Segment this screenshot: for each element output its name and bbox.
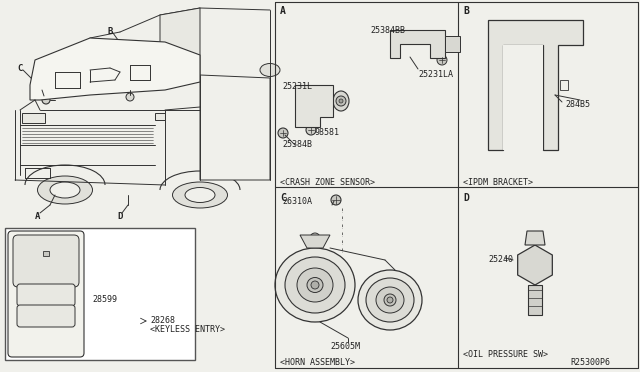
Text: C: C <box>280 193 286 203</box>
Text: D: D <box>463 193 469 203</box>
FancyBboxPatch shape <box>13 235 79 287</box>
Text: <CRASH ZONE SENSOR>: <CRASH ZONE SENSOR> <box>280 178 375 187</box>
Text: 25605M: 25605M <box>330 342 360 351</box>
Polygon shape <box>528 285 542 315</box>
Text: 28599: 28599 <box>92 295 117 304</box>
Polygon shape <box>503 45 543 150</box>
Text: 98581: 98581 <box>315 128 340 137</box>
Text: <KEYLESS ENTRY>: <KEYLESS ENTRY> <box>150 325 225 334</box>
FancyBboxPatch shape <box>8 231 84 357</box>
Circle shape <box>339 99 343 103</box>
Circle shape <box>437 55 447 65</box>
Polygon shape <box>518 245 552 285</box>
Circle shape <box>278 128 288 138</box>
Polygon shape <box>295 85 333 127</box>
Text: 25384BB: 25384BB <box>370 26 405 35</box>
Text: P: P <box>36 312 40 318</box>
Polygon shape <box>160 8 200 82</box>
Text: C: C <box>17 64 22 73</box>
Circle shape <box>41 264 51 274</box>
Text: A: A <box>280 6 286 16</box>
Text: 25231L: 25231L <box>282 82 312 91</box>
Text: 26310A: 26310A <box>282 197 312 206</box>
Text: 25240: 25240 <box>488 255 513 264</box>
Circle shape <box>41 246 51 256</box>
Ellipse shape <box>50 182 80 198</box>
Ellipse shape <box>384 294 396 306</box>
FancyBboxPatch shape <box>17 305 75 327</box>
Text: <IPDM BRACKET>: <IPDM BRACKET> <box>463 178 533 187</box>
Ellipse shape <box>297 268 333 302</box>
Ellipse shape <box>358 270 422 330</box>
Circle shape <box>331 195 341 205</box>
Text: <OIL PRESSURE SW>: <OIL PRESSURE SW> <box>463 350 548 359</box>
Polygon shape <box>200 75 270 180</box>
Ellipse shape <box>107 321 125 329</box>
Text: 25231LA: 25231LA <box>418 70 453 79</box>
Ellipse shape <box>333 91 349 111</box>
Text: 25384B: 25384B <box>282 140 312 149</box>
Polygon shape <box>43 251 49 256</box>
Polygon shape <box>390 30 445 58</box>
Circle shape <box>306 125 316 135</box>
Ellipse shape <box>260 64 280 77</box>
FancyBboxPatch shape <box>17 284 75 306</box>
Text: 28268: 28268 <box>150 316 175 325</box>
Polygon shape <box>155 113 165 120</box>
Ellipse shape <box>285 257 345 313</box>
Polygon shape <box>22 113 45 123</box>
Text: B: B <box>107 27 113 36</box>
Ellipse shape <box>22 329 70 345</box>
Polygon shape <box>300 235 330 248</box>
Polygon shape <box>445 36 460 52</box>
Text: A: A <box>35 212 40 221</box>
Circle shape <box>311 281 319 289</box>
Ellipse shape <box>275 248 355 322</box>
Circle shape <box>336 96 346 106</box>
Polygon shape <box>30 38 200 100</box>
FancyBboxPatch shape <box>5 228 195 360</box>
Ellipse shape <box>307 278 323 292</box>
Ellipse shape <box>38 176 93 204</box>
Ellipse shape <box>185 187 215 202</box>
Polygon shape <box>525 231 545 245</box>
Text: 284B5: 284B5 <box>565 100 590 109</box>
Polygon shape <box>488 20 583 150</box>
Ellipse shape <box>366 278 414 322</box>
Text: R25300P6: R25300P6 <box>570 358 610 367</box>
Circle shape <box>310 233 320 243</box>
Text: D: D <box>117 212 122 221</box>
Circle shape <box>387 297 393 303</box>
Circle shape <box>126 93 134 101</box>
Ellipse shape <box>173 182 227 208</box>
Ellipse shape <box>376 287 404 313</box>
Text: B: B <box>463 6 469 16</box>
Circle shape <box>42 96 50 104</box>
Polygon shape <box>560 80 568 90</box>
Text: <HORN ASSEMBLY>: <HORN ASSEMBLY> <box>280 358 355 367</box>
